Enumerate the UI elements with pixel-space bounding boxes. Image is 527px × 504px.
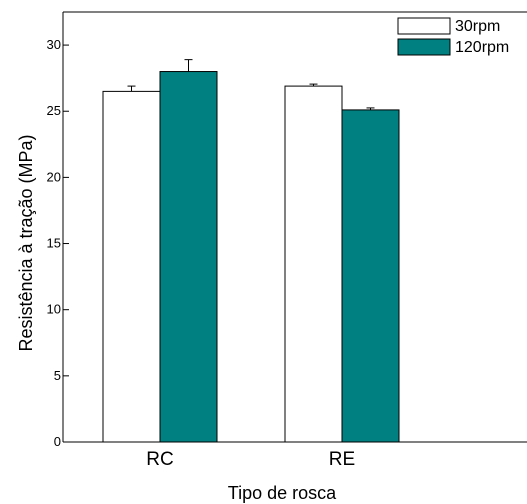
x-axis-title: Tipo de rosca — [228, 483, 337, 503]
legend-swatch-30rpm — [397, 17, 451, 35]
y-tick-label: 30 — [47, 37, 61, 52]
y-axis-ticks: 0 5 10 15 20 25 30 — [47, 37, 69, 449]
x-axis-categories: RC RE — [146, 449, 355, 470]
y-tick-label: 15 — [47, 236, 61, 251]
y-axis-title: Resistência à tração (MPa) — [16, 134, 36, 351]
bar-120rpm-RC — [159, 71, 218, 443]
bar-120rpm-RE — [341, 109, 400, 443]
bar-30rpm-RE — [284, 85, 343, 443]
y-tick-label: 20 — [47, 169, 61, 184]
y-tick-label: 0 — [54, 434, 61, 449]
x-category-label: RE — [329, 449, 355, 470]
y-tick-label: 10 — [47, 302, 61, 317]
legend-label-120rpm: 120rpm — [455, 39, 509, 56]
bar-30rpm-RC — [102, 90, 161, 443]
bars — [102, 59, 400, 443]
legend-swatch-120rpm — [397, 38, 451, 56]
x-category-label: RC — [146, 449, 173, 470]
y-tick-label: 5 — [54, 368, 61, 383]
y-tick-label: 25 — [47, 103, 61, 118]
legend-label-30rpm: 30rpm — [455, 18, 500, 35]
legend: 30rpm 120rpm — [397, 17, 509, 56]
